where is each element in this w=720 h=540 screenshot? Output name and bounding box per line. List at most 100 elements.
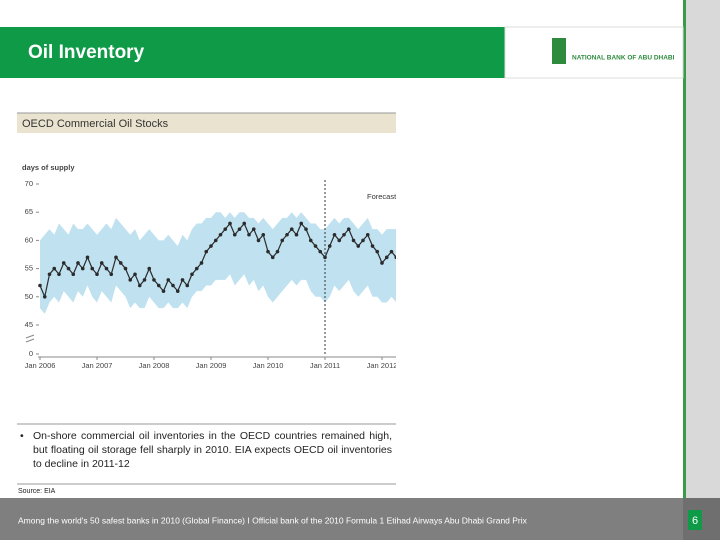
marker xyxy=(66,266,71,271)
marker xyxy=(118,261,123,265)
marker xyxy=(361,238,365,243)
logo-text: NATIONAL BANK OF ABU DHABI xyxy=(572,55,675,62)
y-tick-label: 70 xyxy=(25,179,33,188)
marker xyxy=(346,227,351,231)
x-tick-label: Jan 2012 xyxy=(367,361,398,370)
marker xyxy=(228,221,232,226)
logo-box xyxy=(504,26,684,79)
marker xyxy=(90,266,95,271)
marker xyxy=(47,272,52,277)
marker xyxy=(80,266,85,271)
axis-break xyxy=(25,334,35,343)
marker xyxy=(299,221,304,226)
marker xyxy=(289,227,294,231)
plot: Jan 2006 Jan 2007 Jan 2008 Jan 2009 Jan 2010… xyxy=(25,180,398,370)
marker xyxy=(61,261,66,265)
y-tick-label: 55 xyxy=(25,264,33,273)
marker xyxy=(76,261,80,265)
marker xyxy=(232,232,237,237)
bullet: • On-shore commercial oil inventories in … xyxy=(20,429,392,471)
marker xyxy=(133,272,137,277)
marker xyxy=(370,244,375,248)
marker xyxy=(327,244,332,248)
marker xyxy=(190,272,194,277)
marker xyxy=(342,232,346,237)
marker xyxy=(128,278,133,282)
marker xyxy=(218,232,223,237)
marker xyxy=(109,272,114,277)
x-tick-label: Jan 2007 xyxy=(82,361,113,370)
marker xyxy=(171,283,175,288)
marker xyxy=(313,244,318,248)
y-tick-label: 65 xyxy=(25,207,33,216)
chart-title-bar xyxy=(17,113,396,133)
marker xyxy=(161,289,166,293)
marker xyxy=(123,266,128,271)
marker xyxy=(99,261,104,265)
marker xyxy=(266,249,270,254)
marker xyxy=(38,283,42,288)
marker xyxy=(137,283,142,288)
marker xyxy=(365,232,370,237)
x-tick-label: Jan 2010 xyxy=(253,361,284,370)
marker xyxy=(318,249,323,254)
y-label: days of supply xyxy=(22,163,75,172)
marker xyxy=(389,249,394,254)
marker xyxy=(213,238,218,243)
marker xyxy=(52,266,57,271)
marker xyxy=(57,272,61,277)
header-bar xyxy=(0,27,505,78)
page-box xyxy=(688,510,702,530)
x-tick-label: Jan 2008 xyxy=(139,361,170,370)
marker xyxy=(275,249,280,254)
marker xyxy=(71,272,76,277)
marker xyxy=(251,227,256,231)
marker xyxy=(337,238,342,243)
marker xyxy=(323,255,327,260)
x-tick-label: Jan 2011 xyxy=(310,361,340,370)
marker xyxy=(194,266,199,271)
marker xyxy=(308,238,313,243)
marker xyxy=(175,289,180,293)
chart-title: OECD Commercial Oil Stocks xyxy=(22,118,169,130)
marker xyxy=(166,278,171,282)
marker xyxy=(152,278,156,282)
marker xyxy=(204,249,209,254)
page-number: 6 xyxy=(692,515,698,527)
line xyxy=(39,222,396,299)
marker xyxy=(394,255,396,260)
bullet-text: On-shore commercial oil inventories in t… xyxy=(33,430,392,470)
source: Source: EIA xyxy=(18,488,56,495)
marker xyxy=(256,238,261,243)
marker xyxy=(270,255,275,260)
side-line xyxy=(683,0,686,498)
y-tick-label: 50 xyxy=(25,292,33,301)
marker xyxy=(42,295,47,299)
marker xyxy=(95,272,99,277)
logo-icon xyxy=(552,38,566,64)
marker xyxy=(114,255,118,260)
y-tick-label: 60 xyxy=(25,235,33,244)
footer-text: Among the world's 50 safest banks in 201… xyxy=(18,515,528,525)
marker xyxy=(332,232,337,237)
side-strip xyxy=(683,0,720,498)
marker xyxy=(147,266,152,271)
marker xyxy=(380,261,384,265)
x-tick-label: Jan 2006 xyxy=(25,361,56,370)
marker xyxy=(304,227,308,231)
y-tick-label: 0 xyxy=(29,349,33,358)
y-tick-label: 45 xyxy=(25,320,33,329)
marker xyxy=(223,227,228,231)
marker xyxy=(375,249,380,254)
marker xyxy=(209,244,213,248)
marker xyxy=(104,266,109,271)
marker xyxy=(285,232,289,237)
header-title: Oil Inventory xyxy=(28,42,145,63)
marker xyxy=(280,238,285,243)
footer-bar xyxy=(0,498,683,540)
x-tick-label: Jan 2009 xyxy=(196,361,227,370)
marker xyxy=(237,227,242,231)
forecast-label: Forecast xyxy=(367,192,397,201)
